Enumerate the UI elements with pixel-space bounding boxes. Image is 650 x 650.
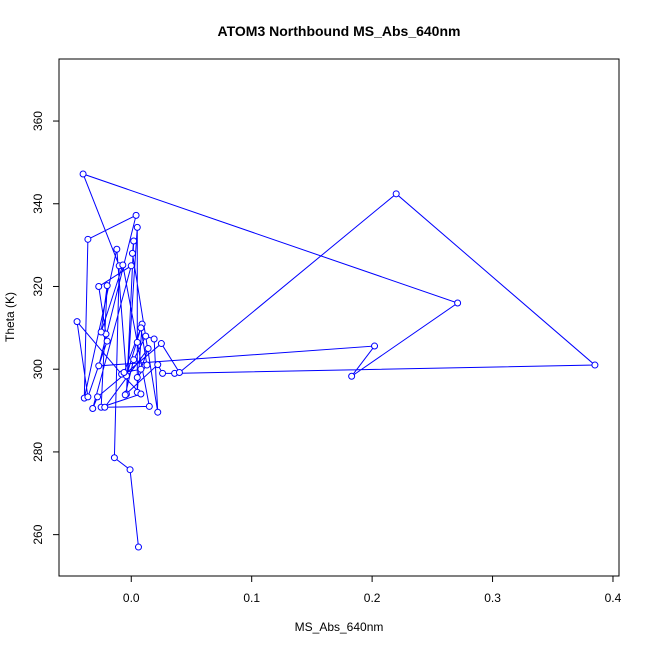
data-point xyxy=(121,391,129,399)
data-point xyxy=(392,190,400,198)
chart-title: ATOM3 Northbound MS_Abs_640nm xyxy=(218,23,461,39)
data-point xyxy=(95,362,103,370)
y-axis: 260 280 300 320 340 360 xyxy=(31,111,60,545)
y-tick-label: 360 xyxy=(31,111,45,131)
data-point xyxy=(94,393,102,401)
data-point xyxy=(348,372,356,380)
data-point xyxy=(154,361,162,369)
data-point xyxy=(97,328,105,336)
data-point xyxy=(159,369,167,377)
y-tick-label: 260 xyxy=(31,524,45,544)
data-point xyxy=(120,369,128,377)
x-tick-label: 0.0 xyxy=(123,591,140,605)
data-point xyxy=(137,324,145,332)
x-tick-label: 0.3 xyxy=(484,591,501,605)
data-point xyxy=(128,249,136,257)
y-tick-label: 280 xyxy=(31,442,45,462)
data-point xyxy=(132,211,140,219)
data-point xyxy=(150,335,158,343)
data-point xyxy=(133,223,141,231)
x-axis: 0.0 0.1 0.2 0.3 0.4 xyxy=(123,575,622,605)
y-tick-label: 300 xyxy=(31,359,45,379)
x-tick-label: 0.4 xyxy=(605,591,622,605)
data-point xyxy=(84,393,92,401)
y-tick-label: 340 xyxy=(31,193,45,213)
x-tick-label: 0.1 xyxy=(243,591,260,605)
data-point xyxy=(126,466,134,474)
data-point xyxy=(113,245,121,253)
data-point xyxy=(110,454,118,462)
data-point xyxy=(134,543,142,551)
data-point xyxy=(142,332,150,340)
data-point xyxy=(143,361,151,369)
data-point xyxy=(591,361,599,369)
data-point xyxy=(454,299,462,307)
data-point xyxy=(103,282,111,290)
data-point xyxy=(84,235,92,243)
data-point xyxy=(127,262,135,270)
data-point xyxy=(119,261,127,269)
data-point xyxy=(89,404,97,412)
series-line xyxy=(76,173,597,548)
data-point xyxy=(154,408,162,416)
x-axis-label: MS_Abs_640nm xyxy=(295,620,384,634)
data-point xyxy=(95,282,103,290)
data-point xyxy=(175,369,183,377)
data-point xyxy=(137,390,145,398)
data-point xyxy=(144,345,152,353)
data-point xyxy=(133,373,141,381)
data-point xyxy=(145,402,153,410)
data-point xyxy=(133,338,141,346)
data-point xyxy=(371,342,379,350)
data-point xyxy=(137,365,145,373)
data-point xyxy=(73,318,81,326)
x-tick-label: 0.2 xyxy=(364,591,381,605)
chart-marks xyxy=(73,170,599,551)
data-point xyxy=(79,170,87,178)
y-tick-label: 320 xyxy=(31,276,45,296)
data-point xyxy=(103,337,111,345)
data-point xyxy=(130,356,138,364)
data-point xyxy=(130,237,138,245)
data-point xyxy=(101,403,109,411)
y-axis-label: Theta (K) xyxy=(3,292,17,342)
data-point xyxy=(157,340,165,348)
